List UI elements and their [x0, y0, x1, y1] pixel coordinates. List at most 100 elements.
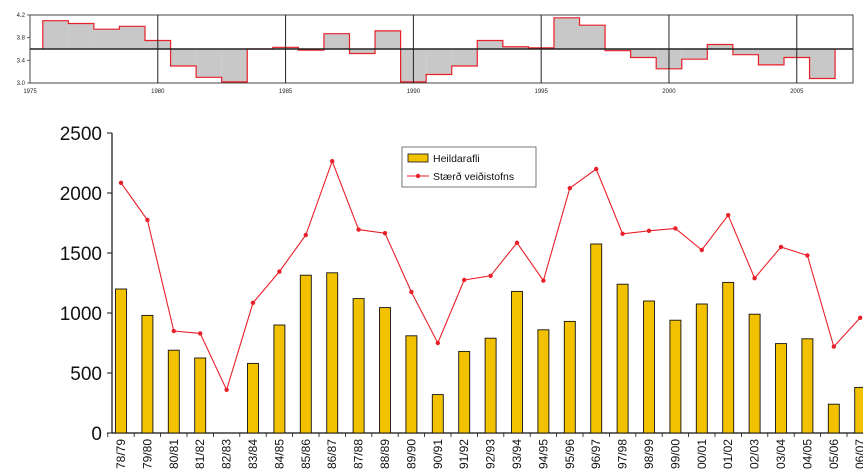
- top-x-tick: 1985: [279, 89, 293, 95]
- bar-heildarafli: [326, 272, 339, 434]
- bar-heildarafli: [801, 338, 814, 434]
- line-point: [250, 300, 256, 305]
- legend-label-bar: Heildarafli: [433, 153, 480, 165]
- x-tick-label: 83/84: [246, 439, 260, 469]
- top-bar: [707, 44, 733, 49]
- x-tick-label: 80/81: [167, 439, 181, 469]
- x-tick-label: 85/86: [299, 439, 313, 469]
- top-y-tick: 3.4: [17, 58, 26, 64]
- y-tick-label: 0: [91, 424, 102, 445]
- top-x-tick: 1975: [23, 89, 37, 95]
- top-y-tick: 3.0: [17, 81, 26, 87]
- top-bar: [758, 49, 784, 65]
- x-tick-label: 94/95: [536, 439, 550, 469]
- x-tick-label: 90/91: [431, 439, 445, 469]
- bar-heildarafli: [379, 307, 391, 434]
- line-point: [514, 240, 520, 245]
- bar-heildarafli: [722, 281, 735, 434]
- x-tick-label: 84/85: [272, 439, 286, 469]
- line-point: [699, 247, 704, 253]
- x-tick-label: 95/96: [563, 439, 577, 469]
- line-point: [831, 344, 836, 349]
- top-bar: [119, 26, 146, 49]
- top-bar: [349, 49, 376, 54]
- x-tick-label: 87/88: [352, 439, 366, 469]
- y-tick-label: 500: [70, 364, 102, 385]
- bar-heildarafli: [854, 386, 863, 434]
- line-point: [171, 328, 176, 334]
- bar-heildarafli: [431, 394, 444, 434]
- x-tick-label: 98/99: [642, 439, 656, 469]
- line-point: [198, 331, 203, 336]
- y-tick-label: 2000: [60, 184, 102, 205]
- bar-heildarafli: [775, 343, 787, 434]
- top-bar: [630, 49, 657, 58]
- x-tick-label: 00/01: [695, 439, 709, 469]
- x-tick-label: 99/00: [668, 439, 682, 469]
- line-point: [726, 213, 731, 218]
- x-tick-label: 81/82: [193, 439, 207, 469]
- top-bar: [451, 49, 478, 66]
- line-point: [673, 226, 678, 231]
- x-tick-label: 79/80: [140, 439, 154, 469]
- bar-heildarafli: [590, 243, 603, 434]
- y-tick-label: 1500: [60, 244, 102, 265]
- bar-heildarafli: [115, 288, 127, 434]
- bar-heildarafli: [458, 350, 471, 434]
- line-point: [594, 166, 599, 172]
- top-bar: [809, 49, 836, 79]
- x-tick-label: 88/89: [378, 439, 392, 469]
- x-tick-label: 91/92: [457, 439, 471, 469]
- bar-heildarafli: [247, 362, 259, 434]
- legend-swatch-bar: [407, 153, 429, 163]
- bar-heildarafli: [405, 335, 418, 434]
- top-bar: [681, 49, 708, 60]
- top-bar: [68, 23, 94, 49]
- line-point: [356, 227, 361, 232]
- line-point: [778, 244, 784, 250]
- line-point: [620, 231, 625, 236]
- x-tick-label: 78/79: [114, 439, 128, 469]
- x-tick-label: 82/83: [220, 439, 234, 469]
- top-bar: [426, 49, 452, 75]
- top-bar: [170, 49, 197, 66]
- x-tick-label: 03/04: [774, 439, 788, 469]
- bar-heildarafli: [616, 283, 629, 434]
- line-point: [752, 276, 757, 281]
- top-y-tick: 4.2: [17, 13, 26, 19]
- top-x-tick: 1995: [535, 89, 549, 95]
- top-bar: [579, 25, 606, 49]
- x-tick-label: 96/97: [589, 439, 603, 469]
- line-point: [303, 232, 308, 238]
- legend-swatch-point: [415, 173, 421, 179]
- line-point: [567, 186, 572, 191]
- top-bar: [553, 17, 580, 49]
- x-tick-label: 97/98: [616, 439, 630, 469]
- bar-heildarafli: [273, 324, 286, 434]
- bar-heildarafli: [827, 403, 840, 434]
- top-x-tick: 2005: [790, 89, 804, 95]
- top-bar: [732, 49, 759, 55]
- y-tick-label: 2500: [60, 124, 102, 145]
- bar-heildarafli: [484, 337, 497, 434]
- x-tick-label: 93/94: [510, 439, 524, 469]
- top-bar: [605, 49, 631, 51]
- line-point: [646, 228, 652, 233]
- top-y-tick: 3.8: [17, 36, 26, 42]
- line-point: [224, 387, 229, 392]
- top-step-line: [42, 17, 836, 83]
- top-bar: [375, 30, 401, 49]
- bar-heildarafli: [167, 349, 180, 434]
- bar-heildarafli: [669, 319, 682, 434]
- line-point: [488, 273, 493, 278]
- bar-heildarafli: [194, 357, 207, 434]
- top-bar: [477, 40, 503, 49]
- top-x-tick: 1980: [151, 89, 165, 95]
- line-point: [858, 315, 863, 320]
- line-point: [145, 217, 150, 223]
- x-tick-label: 89/90: [404, 439, 418, 469]
- x-tick-label: 04/05: [800, 439, 814, 469]
- line-point: [382, 231, 388, 236]
- x-tick-label: 05/06: [827, 439, 841, 469]
